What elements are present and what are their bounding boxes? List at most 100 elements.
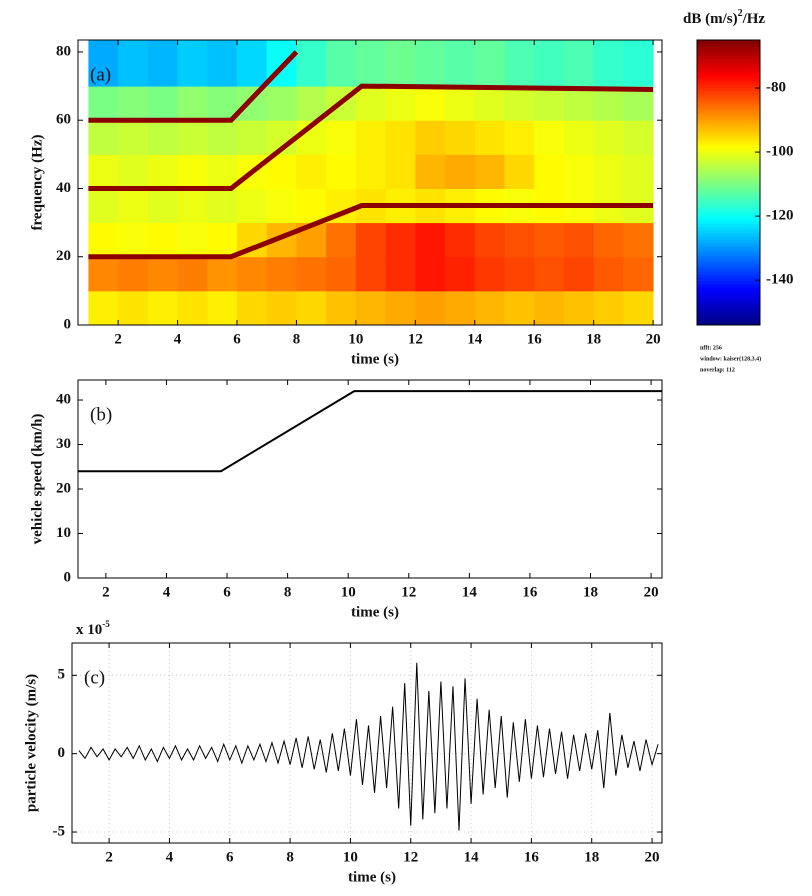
x-tick-label: 4 bbox=[174, 331, 182, 347]
colorbar-step bbox=[697, 214, 760, 218]
colorbar-step bbox=[697, 147, 760, 152]
heatmap-cell bbox=[147, 40, 179, 87]
colorbar-step bbox=[697, 122, 760, 126]
heatmap-cell bbox=[534, 290, 565, 326]
heatmap-cell bbox=[326, 154, 357, 189]
heatmap-cell bbox=[237, 290, 268, 326]
x-tick-label: 18 bbox=[584, 849, 599, 865]
x-tick-label: 14 bbox=[462, 584, 478, 600]
y-axis-label: vehicle speed (km/h) bbox=[29, 414, 45, 545]
y-multiplier-exp: -5 bbox=[102, 619, 110, 629]
x-tick-label: 2 bbox=[102, 584, 110, 600]
x-tick-label: 8 bbox=[293, 331, 301, 347]
heatmap-cell bbox=[88, 222, 119, 258]
heatmap-cell bbox=[326, 290, 357, 326]
x-tick-label: 16 bbox=[522, 584, 538, 600]
heatmap-cell bbox=[207, 222, 238, 258]
heatmap-cell bbox=[88, 188, 119, 224]
heatmap-cell bbox=[207, 154, 238, 189]
heatmap-cell bbox=[326, 256, 357, 292]
colorbar-step bbox=[697, 195, 760, 199]
colorbar-step bbox=[697, 74, 760, 79]
colorbar-step bbox=[697, 290, 760, 294]
colorbar-label: dB (m/s)2/Hz bbox=[683, 8, 765, 27]
data-line bbox=[78, 390, 662, 473]
colorbar-step bbox=[697, 312, 760, 316]
heatmap-cell bbox=[415, 154, 446, 189]
heatmap-cell bbox=[623, 256, 654, 292]
heatmap-cell bbox=[504, 222, 535, 258]
heatmap-cell bbox=[563, 222, 595, 258]
colorbar-step bbox=[697, 182, 760, 187]
x-axis-label: time (s) bbox=[351, 604, 399, 620]
heatmap-cell bbox=[415, 86, 446, 121]
panel-label: (a) bbox=[90, 64, 111, 85]
colorbar-step bbox=[697, 226, 760, 231]
colorbar-tick-label: -100 bbox=[766, 144, 794, 160]
colorbar-step bbox=[697, 249, 760, 253]
x-tick-label: 10 bbox=[341, 584, 356, 600]
heatmap-cell bbox=[504, 40, 535, 87]
y-axis-label: particle velocity (m/s) bbox=[23, 674, 39, 812]
heatmap-cell bbox=[88, 256, 119, 292]
colorbar-step bbox=[697, 87, 760, 92]
y-tick-label: -5 bbox=[53, 823, 66, 839]
colorbar-step bbox=[697, 211, 760, 215]
colorbar-step bbox=[697, 201, 760, 206]
colorbar-step bbox=[697, 271, 760, 275]
heatmap-cell bbox=[207, 256, 238, 292]
heatmap-cell bbox=[563, 120, 595, 155]
y-tick-label: 40 bbox=[56, 180, 71, 196]
colorbar-step bbox=[697, 112, 760, 117]
heatmap-cell bbox=[445, 120, 476, 155]
colorbar-step bbox=[697, 154, 760, 158]
heatmap-cell bbox=[207, 40, 238, 87]
x-tick-label: 2 bbox=[114, 331, 122, 347]
colorbar-step bbox=[697, 40, 760, 44]
colorbar-step bbox=[697, 315, 760, 320]
colorbar-step bbox=[697, 169, 760, 174]
colorbar-step bbox=[697, 109, 760, 114]
heatmap-cell bbox=[355, 154, 387, 189]
panel-label: (c) bbox=[84, 667, 105, 688]
heatmap-cell bbox=[355, 120, 387, 155]
y-tick-label: 40 bbox=[56, 391, 71, 407]
heatmap-cell bbox=[474, 120, 505, 155]
axes-frame bbox=[71, 642, 663, 844]
colorbar-step bbox=[697, 131, 760, 136]
colorbar-frame bbox=[696, 39, 761, 326]
x-tick-label: 8 bbox=[284, 584, 292, 600]
colorbar-step bbox=[697, 245, 760, 250]
heatmap-cell bbox=[534, 40, 565, 87]
axes-frame bbox=[77, 39, 663, 326]
data-line bbox=[78, 662, 659, 831]
heatmap-cell bbox=[237, 40, 268, 87]
heatmap-cell bbox=[237, 120, 268, 155]
heatmap-cell bbox=[355, 256, 387, 292]
axes-frame bbox=[77, 379, 663, 579]
y-tick-label: 20 bbox=[56, 480, 71, 496]
harmonic-track bbox=[88, 203, 654, 260]
colorbar-step bbox=[697, 166, 760, 171]
heatmap-cell bbox=[177, 40, 208, 87]
colorbar-step bbox=[697, 93, 760, 98]
y-tick-label: 80 bbox=[56, 43, 71, 59]
heatmap-cell bbox=[118, 256, 149, 292]
heatmap-cell bbox=[177, 188, 208, 224]
heatmap-cell bbox=[266, 188, 297, 224]
heatmap-cell bbox=[326, 222, 357, 258]
heatmap-cell bbox=[207, 188, 238, 224]
x-axis-label: time (s) bbox=[348, 869, 396, 885]
colorbar-step bbox=[697, 283, 760, 288]
heatmap-cell bbox=[88, 86, 119, 121]
heatmap-cell bbox=[534, 86, 565, 121]
heatmap-cell bbox=[415, 120, 446, 155]
y-tick-label: 5 bbox=[58, 667, 66, 683]
x-tick-label: 16 bbox=[524, 849, 540, 865]
colorbar-step bbox=[697, 255, 760, 259]
colorbar-step bbox=[697, 192, 760, 196]
colorbar-step bbox=[697, 90, 760, 95]
colorbar-label-exp: 2 bbox=[738, 8, 743, 19]
heatmap-cell bbox=[623, 120, 654, 155]
